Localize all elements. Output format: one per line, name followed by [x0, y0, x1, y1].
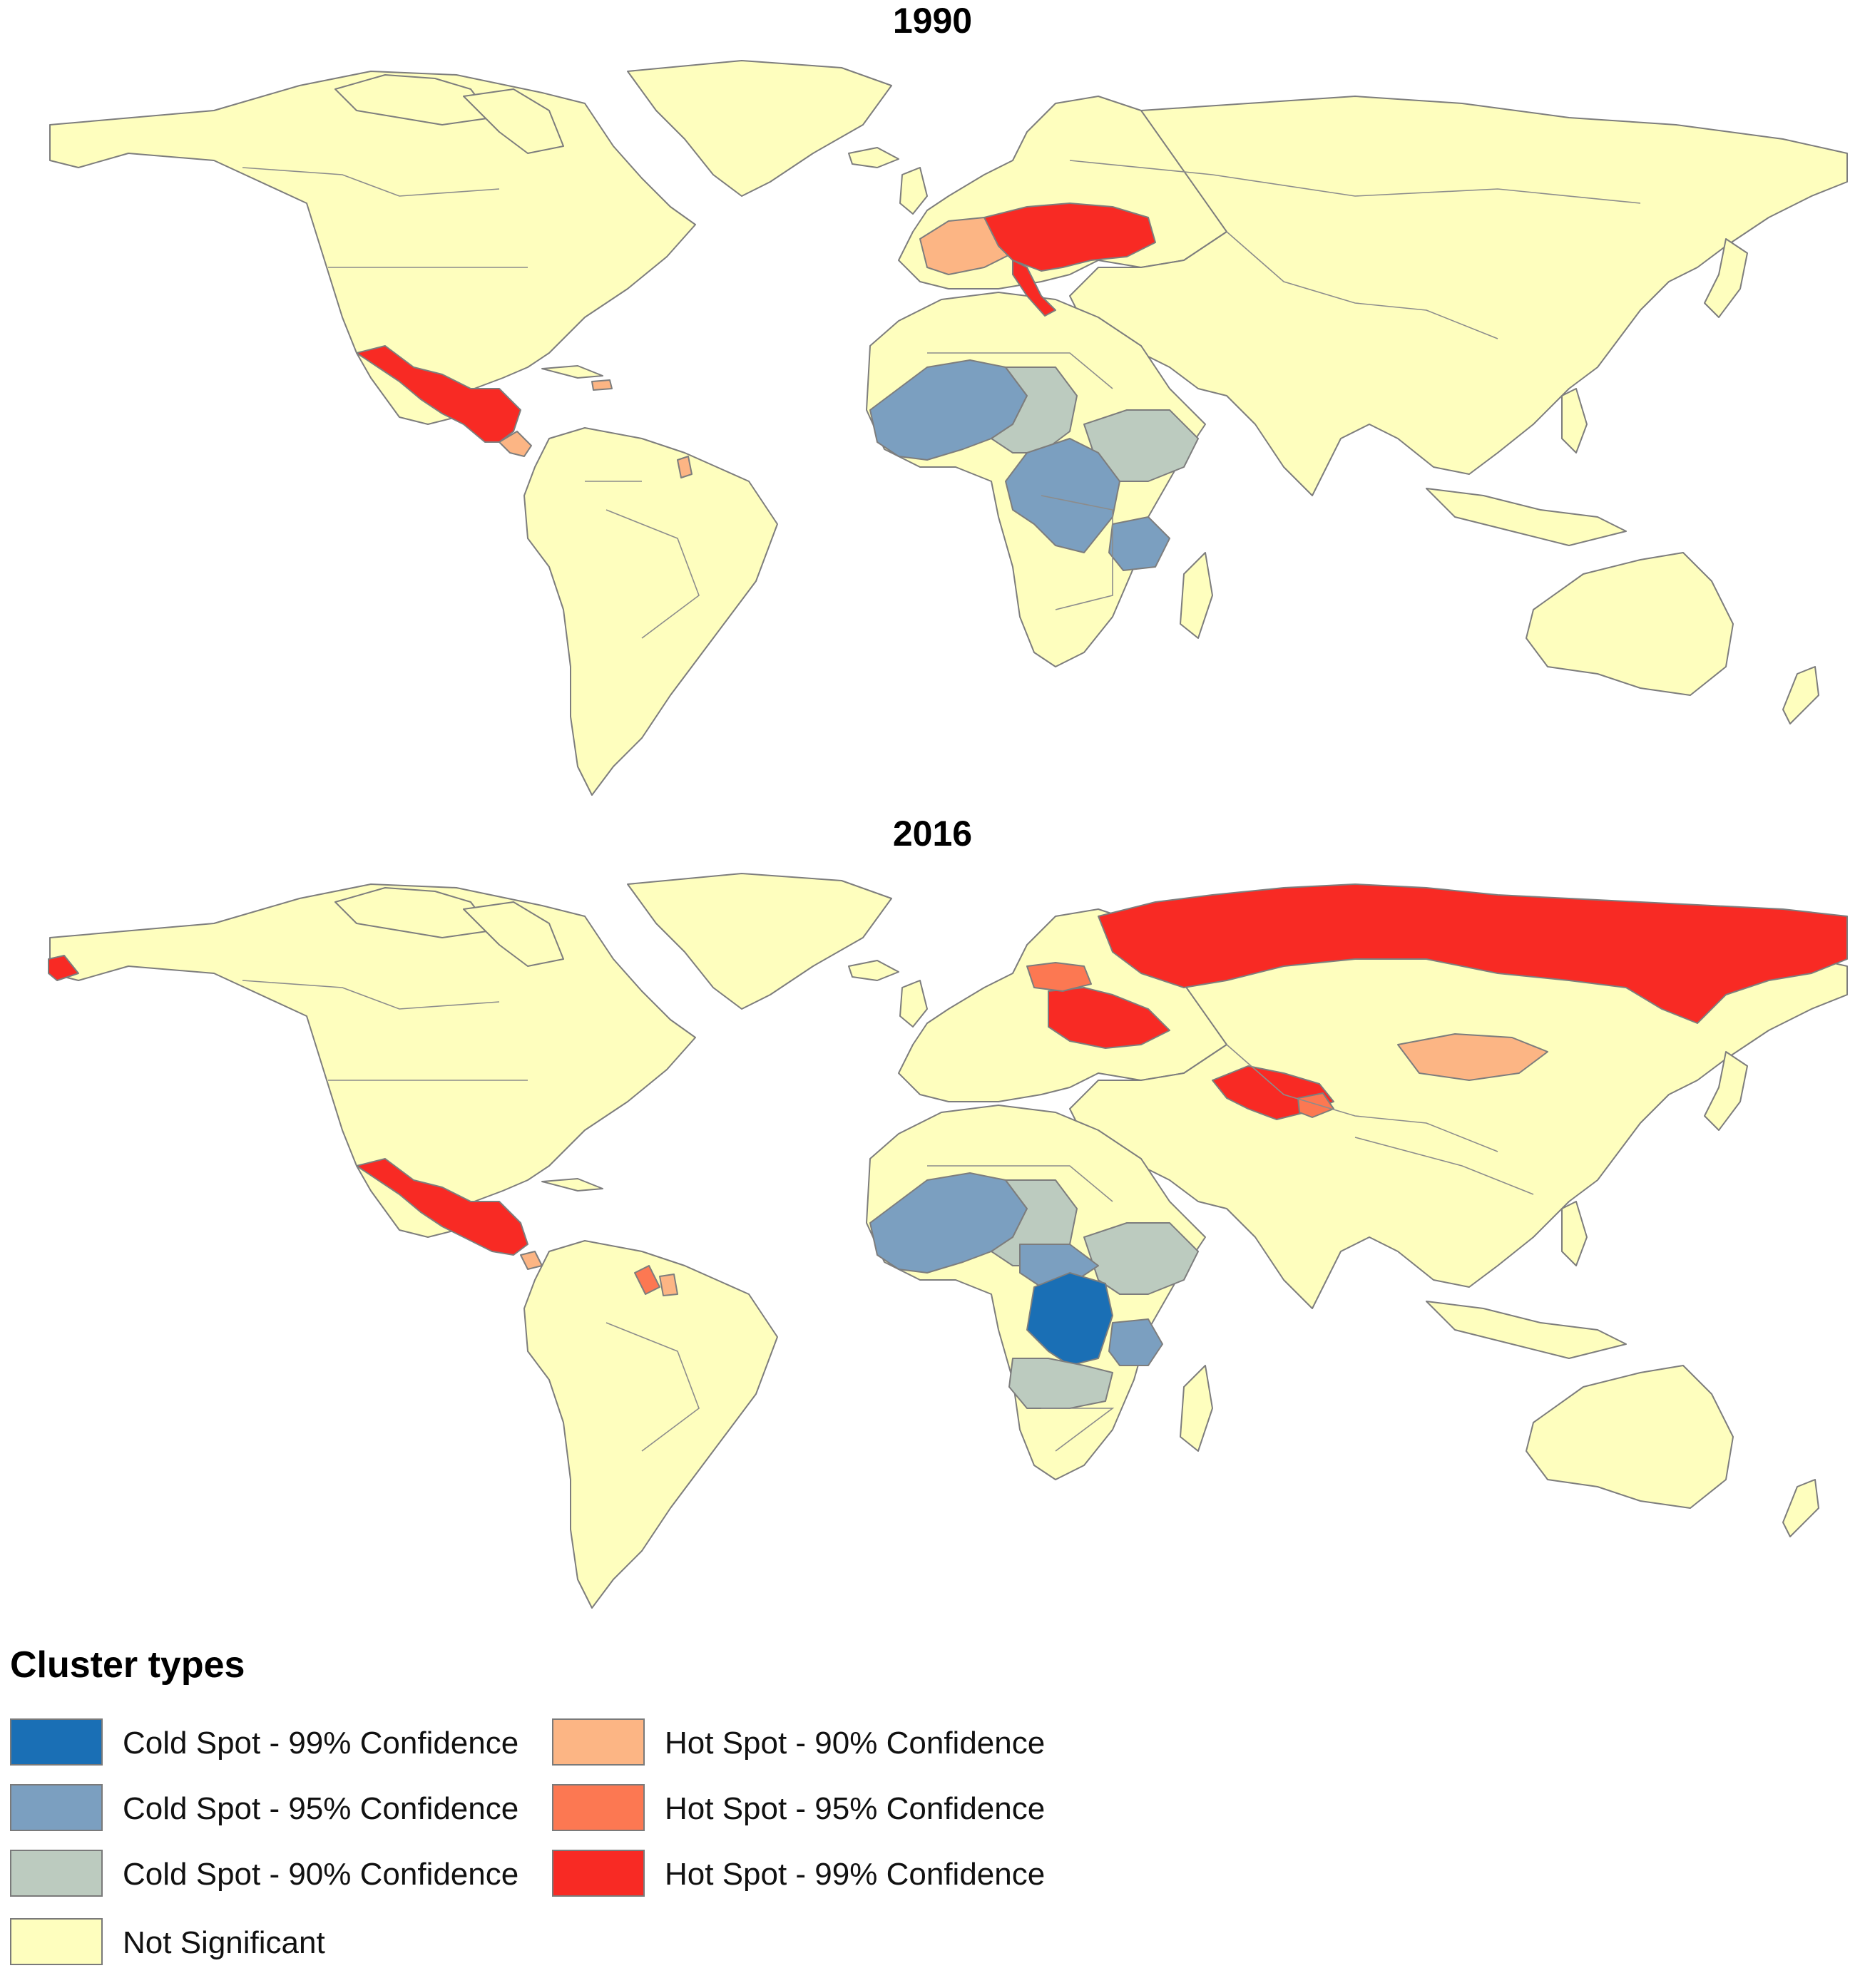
legend-swatch-cold-95: [10, 1784, 103, 1831]
world-map-1990: [49, 60, 1848, 796]
region-new-zealand: [1782, 666, 1819, 724]
world-map-2016: [48, 873, 1848, 1609]
hotspot-costa-rica: [520, 1251, 543, 1270]
region-iceland: [848, 960, 899, 981]
hotspot-suriname: [659, 1274, 678, 1296]
region-madagascar: [1180, 552, 1213, 639]
region-uk: [899, 980, 928, 1028]
region-iceland: [848, 147, 899, 168]
hotspot-mexico-central-america: [356, 345, 521, 443]
region-australia: [1526, 552, 1734, 696]
legend-swatch-hot-95: [552, 1784, 645, 1831]
region-australia: [1526, 1365, 1734, 1509]
region-cuba: [541, 1178, 603, 1192]
region-south-america: [523, 427, 778, 796]
legend-swatch-cold-99: [10, 1718, 103, 1766]
legend-swatch-not-significant: [10, 1918, 103, 1965]
hotspot-mongolia: [1397, 1033, 1548, 1081]
map-title-1990: 1990: [892, 1, 973, 41]
region-baffin: [463, 901, 564, 967]
legend-title: Cluster types: [10, 1644, 245, 1686]
coldspot-central-africa: [1005, 438, 1120, 553]
legend-label-cold-99: Cold Spot - 99% Confidence: [123, 1726, 519, 1761]
hotspot-belarus-ukraine: [1048, 987, 1170, 1049]
region-cuba: [541, 365, 603, 379]
legend-swatch-hot-90: [552, 1718, 645, 1766]
legend-label-cold-95: Cold Spot - 95% Confidence: [123, 1791, 519, 1826]
clusters-1990: [356, 203, 1199, 571]
legend-label-hot-90: Hot Spot - 90% Confidence: [665, 1726, 1046, 1761]
hotspot-russia: [1098, 883, 1848, 1024]
region-philippines: [1561, 1201, 1588, 1266]
region-new-zealand: [1782, 1479, 1819, 1537]
region-greenland: [627, 873, 892, 1010]
hotspot-costa-rica-panama: [499, 431, 532, 457]
region-indonesia: [1426, 488, 1627, 546]
region-japan: [1704, 1051, 1748, 1131]
hotspot-mexico-central-america: [356, 1158, 528, 1256]
hotspot-italy: [1012, 260, 1056, 317]
legend-label-hot-99: Hot Spot - 99% Confidence: [665, 1857, 1046, 1892]
region-greenland: [627, 60, 892, 197]
legend-swatch-hot-99: [552, 1850, 645, 1897]
region-north-america: [49, 883, 696, 1238]
region-uk: [899, 167, 928, 215]
region-indonesia: [1426, 1301, 1627, 1359]
legend-label-cold-90: Cold Spot - 90% Confidence: [123, 1857, 519, 1892]
clusters-2016: [48, 883, 1848, 1409]
coldspot-tanzania: [1108, 516, 1170, 571]
hotspot-kyrgyz-tajik: [1297, 1092, 1334, 1118]
region-south-america: [523, 1240, 778, 1609]
region-philippines: [1561, 388, 1588, 454]
hotspot-guyana: [634, 1265, 660, 1295]
legend-swatch-cold-90: [10, 1850, 103, 1897]
country-borders-1990: [242, 160, 1641, 639]
region-baffin: [463, 88, 564, 154]
legend-label-hot-95: Hot Spot - 95% Confidence: [665, 1791, 1046, 1826]
map-title-2016: 2016: [892, 814, 973, 854]
hotspot-baltics: [1026, 962, 1092, 992]
region-madagascar: [1180, 1365, 1213, 1452]
hotspot-alaska-chukotka: [48, 955, 79, 981]
hotspot-dominican: [591, 379, 613, 391]
region-north-america: [49, 71, 696, 425]
coldspot-tanzania: [1108, 1318, 1163, 1366]
hotspot-french-guiana: [677, 456, 693, 478]
legend-label-not-significant: Not Significant: [123, 1925, 325, 1960]
region-japan: [1704, 238, 1748, 318]
country-borders-2016: [242, 980, 1534, 1452]
coldspot-angola-zambia: [1008, 1358, 1113, 1409]
coldspot-drc: [1026, 1272, 1113, 1366]
